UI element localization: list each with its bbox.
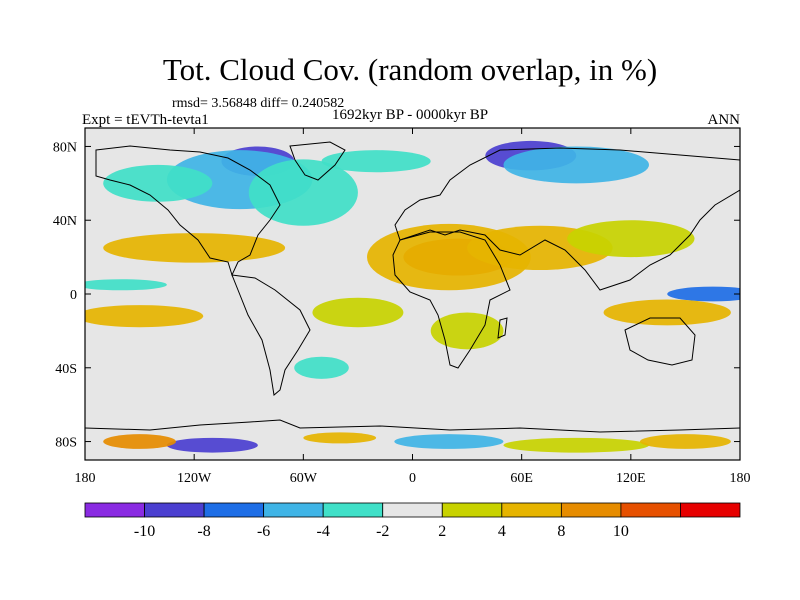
anomaly-region (603, 299, 731, 326)
lon-tick-label: 0 (409, 471, 416, 486)
lon-tick-label: 60W (290, 471, 318, 486)
anomaly-region (103, 164, 213, 202)
coastlines (85, 141, 740, 433)
anomaly-region (103, 233, 286, 263)
colorbar-swatch (203, 502, 265, 518)
lat-tick-label: 80S (55, 436, 77, 451)
anomaly-region (639, 434, 731, 449)
anomaly-layer (85, 140, 740, 453)
colorbar-swatch (501, 502, 562, 518)
lon-tick-label: 180 (75, 471, 96, 486)
lon-tick-label: 120E (616, 471, 646, 486)
coastline-australia (624, 317, 696, 366)
lat-tick-label: 40S (55, 362, 77, 377)
anomaly-region (503, 437, 650, 453)
lon-tick-label: 60E (510, 471, 533, 486)
anomaly-region (303, 432, 377, 444)
colorbar-label: -6 (257, 523, 270, 540)
anomaly-region (294, 356, 349, 379)
lon-tick-label: 120W (177, 471, 212, 486)
colorbar-swatch (441, 502, 503, 518)
experiment-label: Expt = tEVTh-tevta1 (82, 112, 209, 128)
anomaly-region (248, 159, 358, 226)
map-ticks: 180 120W 60W 0 60E 120E 180 80N 40N 0 40S 80S (53, 128, 751, 486)
figure-title: Tot. Cloud Cov. (random overlap, in %) (163, 52, 657, 87)
coastline-africa (392, 231, 511, 369)
colorbar: -10 -8 -6 -4 -2 2 4 8 10 (84, 502, 741, 540)
season-label: ANN (708, 112, 741, 128)
lon-tick-label: 180 (730, 471, 751, 486)
map-panel: 180 120W 60W 0 60E 120E 180 80N 40N 0 40S 80S (53, 127, 751, 486)
anomaly-region (667, 286, 740, 302)
anomaly-region (394, 434, 504, 449)
coastline-antarctica (85, 419, 740, 433)
coastline-eurasia (394, 147, 740, 291)
colorbar-label: 10 (613, 523, 629, 540)
anomaly-region (85, 305, 204, 328)
colorbar-swatch (680, 502, 741, 518)
colorbar-swatch (620, 502, 681, 518)
colorbar-swatch (560, 502, 622, 518)
anomaly-region (503, 146, 650, 184)
colorbar-swatch (382, 502, 443, 518)
colorbar-label: 2 (438, 523, 446, 540)
anomaly-region (166, 437, 258, 453)
period-label: 1692kyr BP - 0000kyr BP (332, 107, 488, 123)
anomaly-region (312, 297, 404, 328)
lat-tick-label: 40N (53, 214, 77, 229)
anomaly-region (321, 150, 431, 173)
coastline-south-america (231, 274, 311, 396)
coastline-north-america (95, 145, 281, 277)
anomaly-region (103, 434, 176, 449)
coastline-madagascar (497, 317, 508, 339)
colorbar-swatch (144, 502, 205, 518)
colorbar-label: 4 (498, 523, 506, 540)
colorbar-swatch (84, 502, 145, 518)
anomaly-region (430, 312, 504, 350)
lat-tick-label: 0 (70, 288, 77, 303)
stats-text: rmsd= 3.56848 diff= 0.240582 (172, 96, 344, 111)
colorbar-label: -4 (317, 523, 330, 540)
colorbar-label: -10 (134, 523, 155, 540)
lat-tick-label: 80N (53, 140, 77, 155)
colorbar-label: 8 (557, 523, 565, 540)
colorbar-swatch (322, 502, 384, 518)
anomaly-region (567, 220, 695, 258)
coastline-greenland (289, 141, 346, 181)
colorbar-label: -2 (376, 523, 389, 540)
colorbar-label: -8 (197, 523, 210, 540)
anomaly-region (85, 279, 167, 291)
colorbar-swatch (263, 502, 324, 518)
